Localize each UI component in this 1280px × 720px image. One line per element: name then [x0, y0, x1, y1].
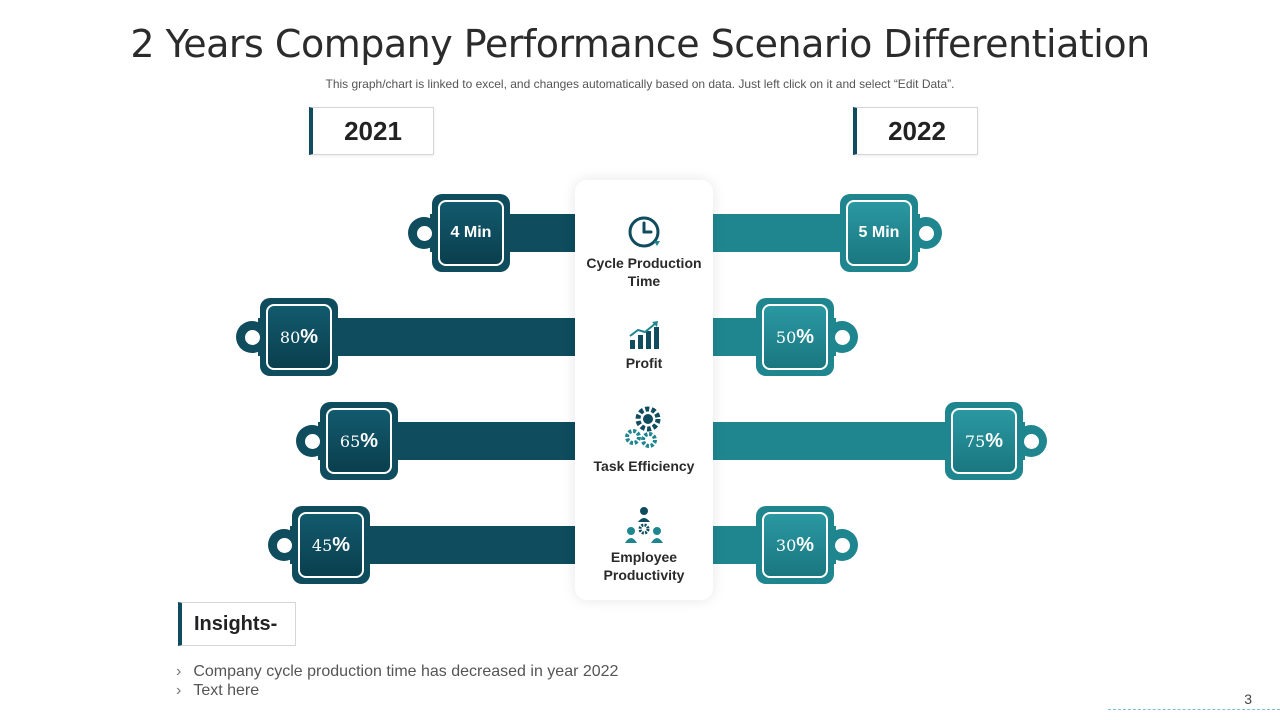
value-number: 45 [311, 535, 333, 555]
value-tag-2022: 50% [756, 298, 834, 376]
metric-profit: Profit [575, 320, 713, 372]
value-label: 5 Min [859, 224, 900, 242]
value-tag-inner: 30% [762, 512, 828, 578]
value-unit: Min [459, 224, 492, 241]
value-tag-inner: 75% [951, 408, 1017, 474]
value-text: 4 [450, 224, 460, 241]
value-tag-2021: 4 Min [432, 194, 510, 272]
value-tag-2021: 45% [292, 506, 370, 584]
footer-divider [1108, 709, 1280, 710]
page-number: 3 [1244, 691, 1252, 707]
value-tag-inner: 80% [266, 304, 332, 370]
value-tag-2022: 5 Min [840, 194, 918, 272]
metric-label: Profit [625, 355, 663, 371]
value-percent-sign: % [796, 533, 815, 556]
metric-cycle-production-time: Cycle Production Time [575, 214, 713, 290]
value-text: 5 [858, 224, 868, 241]
knob-dot [834, 537, 850, 553]
value-number: 80 [279, 327, 301, 347]
value-tag-2021: 65% [320, 402, 398, 480]
value-number: 65 [339, 431, 361, 451]
value-percent-sign: % [985, 429, 1004, 452]
value-tag-inner: 5 Min [846, 200, 912, 266]
growth-chart-icon [629, 321, 659, 349]
value-unit: Min [867, 224, 900, 241]
metric-label: Task Efficiency [593, 458, 695, 474]
value-tag-inner: 65% [326, 408, 392, 474]
value-percent-sign: % [796, 325, 815, 348]
insights-heading: Insights- [178, 602, 296, 646]
value-number: 75 [964, 431, 986, 451]
knob-dot [416, 225, 432, 241]
knob-dot [244, 329, 260, 345]
knob-dot [1023, 433, 1039, 449]
value-number: 30 [775, 535, 797, 555]
gears-icon [625, 406, 661, 448]
value-label: 4 Min [451, 224, 492, 242]
team-icon [625, 507, 663, 543]
knob-dot [834, 329, 850, 345]
year-2021-label: 2021 [309, 107, 434, 155]
value-tag-2021: 80% [260, 298, 338, 376]
value-percent-sign: % [332, 533, 351, 556]
clock-icon [628, 216, 660, 248]
knob-dot [918, 225, 934, 241]
value-tag-inner: 4 Min [438, 200, 504, 266]
knob-dot [276, 537, 292, 553]
year-2022-label: 2022 [853, 107, 978, 155]
page-subtitle: This graph/chart is linked to excel, and… [325, 77, 955, 91]
value-tag-inner: 45% [298, 512, 364, 578]
metric-employee-productivity: Employee Productivity [575, 506, 713, 584]
value-percent-sign: % [360, 429, 379, 452]
value-tag-2022: 30% [756, 506, 834, 584]
value-tag-2022: 75% [945, 402, 1023, 480]
page-title: 2 Years Company Performance Scenario Dif… [130, 22, 1150, 66]
value-tag-inner: 50% [762, 304, 828, 370]
metric-label-line2: Time [627, 273, 661, 289]
value-number: 50 [775, 327, 797, 347]
insight-bullet: Text here [176, 681, 618, 700]
metric-label: Employee [610, 549, 678, 565]
knob-dot [304, 433, 320, 449]
value-percent-sign: % [300, 325, 319, 348]
metric-label-line2: Productivity [603, 567, 685, 583]
metric-task-efficiency: Task Efficiency [575, 405, 713, 475]
insight-bullet: Company cycle production time has decrea… [176, 662, 618, 681]
metric-label: Cycle Production [586, 255, 702, 271]
metrics-panel [575, 180, 713, 600]
insights-list: Company cycle production time has decrea… [176, 662, 618, 700]
